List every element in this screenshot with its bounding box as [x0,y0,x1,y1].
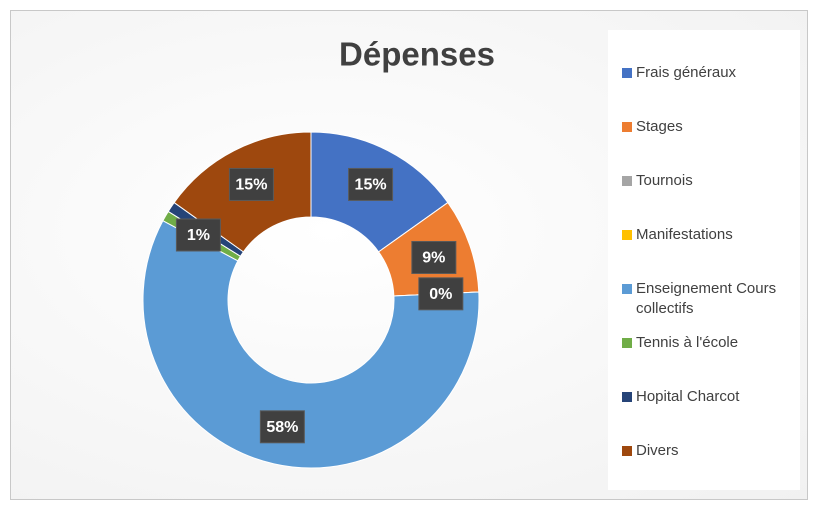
legend-item: Stages [622,117,798,137]
legend-swatch [622,68,632,78]
data-label: 15% [355,177,387,194]
legend-label: Hopital Charcot [636,388,740,405]
legend-item: Enseignement Cours collectifs [622,279,798,319]
chart-title: Dépenses [339,36,495,73]
legend-label: Tournois [636,172,693,189]
data-label: 0% [429,286,452,303]
legend-item: Tennis à l'école [622,333,798,353]
legend-swatch [622,230,632,240]
legend-label: Tennis à l'école [636,334,739,351]
legend-item: Manifestations [622,225,798,245]
data-label-box [259,410,305,444]
legend-label: Divers [636,442,679,459]
legend-item: Frais généraux [622,63,798,83]
legend-label: Frais généraux [636,64,737,81]
legend-swatch [622,392,632,402]
data-label-box [411,240,457,274]
data-label: 15% [235,177,267,194]
legend-swatch [622,176,632,186]
legend-swatch [622,446,632,456]
data-label-box [228,167,274,201]
legend-swatch [622,122,632,132]
slice [142,219,480,469]
data-label: 1% [187,227,210,244]
legend-item: Hopital Charcot [622,387,798,407]
data-label: 9% [422,250,445,267]
legend-swatch [622,338,632,348]
legend: Frais généraux Stages Tournois Manifestatio… [608,30,800,490]
data-label-box [175,218,221,252]
data-label-box [418,277,464,311]
data-label-box [348,167,394,201]
data-label: 58% [266,419,298,436]
legend-item: Tournois [622,171,798,191]
legend-label: Stages [636,118,683,135]
legend-label: Manifestations [636,226,733,243]
legend-label: Enseignement Cours collectifs [636,280,777,317]
legend-item: Divers [622,441,798,461]
legend-swatch [622,284,632,294]
